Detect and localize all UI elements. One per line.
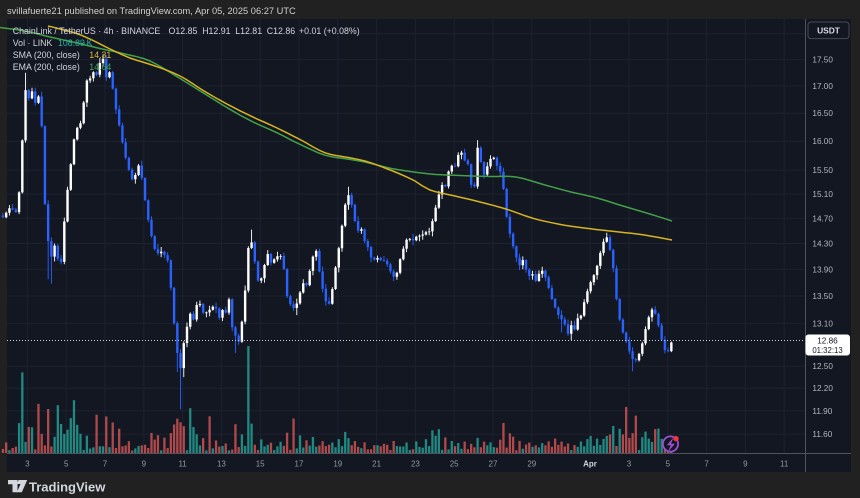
svg-text:01:32:13: 01:32:13 <box>812 346 842 355</box>
svg-text:19: 19 <box>333 459 342 468</box>
svg-text:14.30: 14.30 <box>812 240 833 249</box>
svg-text:17: 17 <box>295 459 304 468</box>
svg-text:9: 9 <box>743 459 748 468</box>
svg-text:14.70: 14.70 <box>812 214 833 223</box>
svg-text:15.10: 15.10 <box>812 190 833 199</box>
svg-text:17.00: 17.00 <box>812 82 833 91</box>
svg-text:13.50: 13.50 <box>812 292 833 301</box>
svg-text:16.50: 16.50 <box>812 109 833 118</box>
svg-text:TradingView: TradingView <box>29 480 106 495</box>
svg-text:SMA (200, close): SMA (200, close) <box>13 50 80 60</box>
svg-text:11: 11 <box>178 459 187 468</box>
svg-text:27: 27 <box>489 459 498 468</box>
svg-text:Apr: Apr <box>583 459 597 468</box>
svg-text:13.90: 13.90 <box>812 265 833 274</box>
svg-text:14.31: 14.31 <box>89 50 111 60</box>
svg-text:14.64: 14.64 <box>89 62 111 72</box>
svg-text:9: 9 <box>142 459 147 468</box>
svg-text:C12.86: C12.86 <box>267 26 295 36</box>
svg-text:17.50: 17.50 <box>812 56 833 65</box>
svg-text:15.50: 15.50 <box>812 166 833 175</box>
svg-text:23: 23 <box>411 459 420 468</box>
svg-text:EMA (200, close): EMA (200, close) <box>13 62 80 72</box>
svg-text:11.90: 11.90 <box>812 407 832 416</box>
svg-text:13: 13 <box>217 459 226 468</box>
svg-text:+0.01 (+0.08%): +0.01 (+0.08%) <box>299 26 360 36</box>
svg-text:7: 7 <box>704 459 709 468</box>
svg-text:11.60: 11.60 <box>812 430 832 439</box>
svg-text:ChainLink / TetherUS · 4h · BI: ChainLink / TetherUS · 4h · BINANCE <box>13 26 161 36</box>
svg-text:5: 5 <box>64 459 69 468</box>
svg-text:108.89 K: 108.89 K <box>58 38 93 48</box>
svg-text:3: 3 <box>25 459 30 468</box>
svg-text:12.50: 12.50 <box>812 362 833 371</box>
svg-text:13.10: 13.10 <box>812 319 833 328</box>
svg-text:5: 5 <box>666 459 671 468</box>
svg-text:3: 3 <box>627 459 632 468</box>
svg-text:H12.91: H12.91 <box>202 26 230 36</box>
svg-text:svillafuerte21 published on Tr: svillafuerte21 published on TradingView.… <box>7 6 296 16</box>
svg-text:O12.85: O12.85 <box>169 26 198 36</box>
svg-text:25: 25 <box>450 459 459 468</box>
svg-text:29: 29 <box>527 459 536 468</box>
svg-text:L12.81: L12.81 <box>235 26 262 36</box>
svg-text:12.20: 12.20 <box>812 384 833 393</box>
svg-text:7: 7 <box>103 459 108 468</box>
svg-text:11: 11 <box>780 459 789 468</box>
svg-text:12.86: 12.86 <box>817 337 838 346</box>
svg-text:USDT: USDT <box>817 25 841 35</box>
svg-text:Vol · LINK: Vol · LINK <box>13 38 53 48</box>
svg-text:21: 21 <box>372 459 381 468</box>
svg-text:16.00: 16.00 <box>812 137 833 146</box>
svg-text:15: 15 <box>256 459 265 468</box>
